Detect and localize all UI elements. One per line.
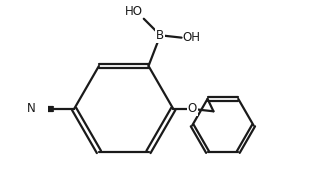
Text: B: B (156, 29, 164, 42)
Text: O: O (188, 102, 197, 115)
Text: OH: OH (183, 31, 201, 44)
Text: N: N (27, 102, 36, 115)
Text: HO: HO (125, 5, 143, 18)
